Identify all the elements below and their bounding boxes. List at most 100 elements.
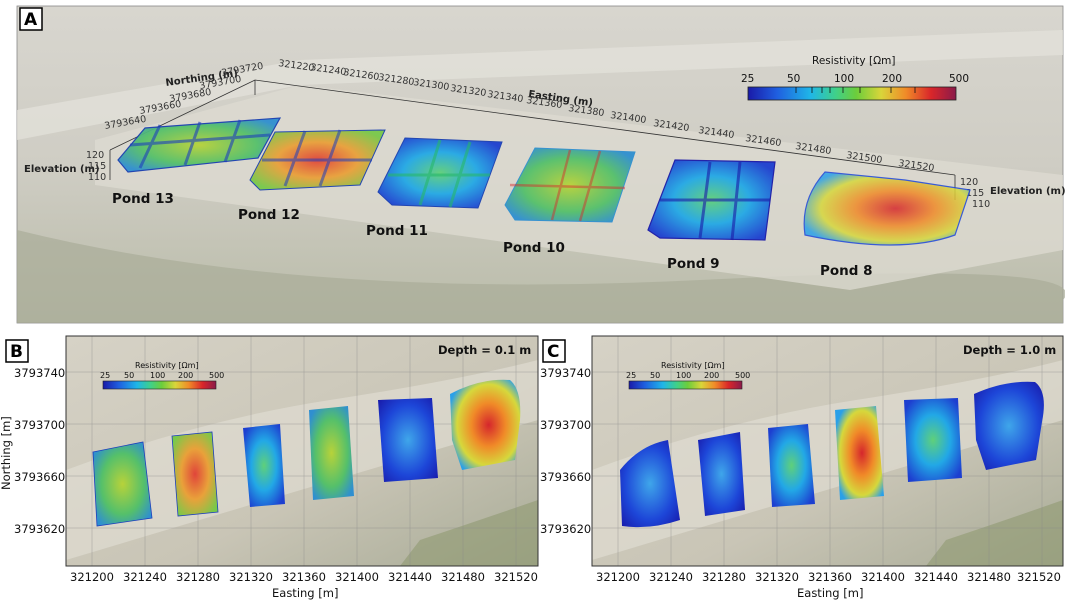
map-b-vegetation [400,500,538,566]
xtick: 321240 [649,570,693,584]
xtick: 321520 [494,570,538,584]
pond-8-map-c [974,381,1044,470]
xtick: 321360 [282,570,326,584]
easting-tick-3d: 321220 [278,58,315,74]
xtick: 321200 [70,570,114,584]
ylabel-b: Northing [m] [0,416,13,490]
ytick: 3793740 [14,366,65,380]
pond-label: Pond 12 [238,207,300,223]
map-c-xticks: 321200 321240 321280 321320 321360 32140… [596,570,1061,584]
pond-label: Pond 8 [820,263,873,279]
colorbar-tick: 200 [178,371,193,380]
colorbar-tick: 200 [704,371,719,380]
ytick: 3793700 [14,418,65,432]
colorbar-tick: 100 [676,371,691,380]
colorbar-title: Resistivity [Ωm] [812,55,895,67]
panel-c: C Depth = 1.0 m Resistivity [Ωm] 25 50 1… [540,335,1064,600]
easting-tick-3d: 321280 [378,72,415,88]
xtick: 321320 [755,570,799,584]
xtick: 321360 [808,570,852,584]
easting-tick-3d: 321400 [610,110,647,126]
xlabel-b: Easting [m] [272,586,338,600]
ytick: 3793620 [14,522,65,536]
easting-tick-3d: 321380 [568,103,605,119]
elevation-title-right: Elevation (m) [990,186,1065,197]
colorbar-title: Resistivity [Ωm] [135,361,199,370]
elevation-tick: 115 [88,161,106,172]
panel-a: A Northing (m) 3793720 3793700 3793680 3… [16,5,1065,324]
easting-tick-3d: 321460 [745,133,782,149]
colorbar-tick: 50 [787,73,800,85]
xtick: 321440 [388,570,432,584]
pond-13-3d [117,117,282,173]
easting-tick-3d: 321420 [653,118,690,134]
easting-tick-3d: 321320 [450,83,487,99]
xtick: 321520 [1017,570,1061,584]
pond-13-map-b [92,441,153,527]
elevation-tick: 120 [960,177,978,188]
colorbar-tick: 25 [626,371,636,380]
easting-tick-3d: 321520 [898,158,935,174]
easting-tick-3d: 321300 [413,77,450,93]
elevation-tick: 120 [86,150,104,161]
colorbar-a: Resistivity [Ωm] 25 50 100 200 500 [741,55,969,101]
map-c-yticks: 3793740 3793700 3793660 3793620 [540,366,591,536]
colorbar-b: Resistivity [Ωm] 25 50 100 200 500 [100,361,224,390]
xtick: 321280 [176,570,220,584]
pond-label: Pond 13 [112,191,174,207]
easting-tick-3d: 321240 [310,62,347,78]
colorbar-tick: 25 [741,73,754,85]
ytick: 3793740 [540,366,591,380]
easting-tick-3d: 321480 [795,141,832,157]
xtick: 321200 [596,570,640,584]
ytick: 3793660 [14,470,65,484]
elevation-tick: 110 [972,199,990,210]
pond-10-3d [504,147,636,223]
xtick: 321480 [441,570,485,584]
colorbar-tick: 500 [949,73,969,85]
panel-b-letter: B [10,342,23,362]
map-b-xticks: 321200 321240 321280 321320 321360 32140… [70,570,538,584]
colorbar-tick: 200 [882,73,902,85]
xtick: 321400 [335,570,379,584]
terrain-road [17,30,1063,140]
ytick: 3793620 [540,522,591,536]
easting-ticks-3d: 321220 321240 321260 321280 321300 32132… [278,58,935,174]
elevation-ticks-left: 120 115 110 [86,150,106,183]
ytick: 3793660 [540,470,591,484]
pond-13-map-c [620,440,680,528]
pond-8-3d [803,171,971,246]
colorbar-tick: 25 [100,371,110,380]
pond-8-map-b [450,379,521,470]
xtick: 321400 [861,570,905,584]
colorbar-tick: 50 [650,371,660,380]
ytick: 3793700 [540,418,591,432]
colorbar-tick: 100 [834,73,854,85]
elevation-title-left: Elevation (m) [24,164,100,175]
map-b-frame [65,335,539,567]
colorbar-tick: 100 [150,371,165,380]
easting-tick-3d: 321260 [343,67,380,83]
pond-12-map-c [698,432,745,516]
colorbar-tick: 50 [124,371,134,380]
xtick: 321480 [967,570,1011,584]
pond-label: Pond 10 [503,240,565,256]
panel-b: B Depth = 0.1 m Resistivity [Ωm] 25 50 1… [0,335,539,600]
xtick: 321440 [914,570,958,584]
map-c-frame [591,335,1064,567]
pond-11-map-c [768,424,815,507]
elevation-tick: 110 [88,172,106,183]
colorbar-gradient [628,380,743,390]
panel-c-letter-box [542,339,566,363]
pond-label: Pond 9 [667,256,720,272]
colorbar-title: Resistivity [Ωm] [661,361,725,370]
pond-9-map-b [378,398,438,482]
panel-b-letter-box [5,339,29,363]
pond-11-map-b [243,424,285,507]
xtick: 321320 [229,570,273,584]
depth-label-c: Depth = 1.0 m [963,343,1056,357]
pond-12-map-b [171,431,219,517]
easting-tick-3d: 321500 [846,150,883,166]
easting-tick-3d: 321340 [487,89,524,105]
